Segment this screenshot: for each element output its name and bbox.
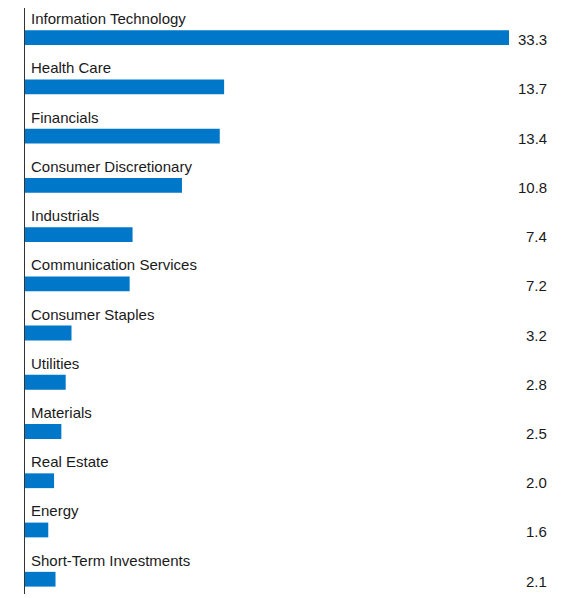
svg-text:2.5: 2.5 [526, 425, 547, 442]
svg-text:Financials: Financials [31, 109, 99, 126]
svg-text:33.3: 33.3 [518, 31, 547, 48]
svg-text:3.2: 3.2 [526, 327, 547, 344]
svg-text:Consumer Discretionary: Consumer Discretionary [31, 158, 192, 175]
svg-text:Real Estate: Real Estate [31, 453, 109, 470]
svg-text:Communication Services: Communication Services [31, 256, 197, 273]
svg-text:Consumer Staples: Consumer Staples [31, 306, 154, 323]
svg-text:Short-Term Investments: Short-Term Investments [31, 552, 190, 569]
svg-text:Utilities: Utilities [31, 355, 79, 372]
svg-text:13.4: 13.4 [518, 130, 547, 147]
svg-text:Energy: Energy [31, 502, 79, 519]
svg-text:Information Technology: Information Technology [31, 10, 186, 27]
svg-text:Industrials: Industrials [31, 207, 99, 224]
svg-text:Materials: Materials [31, 404, 92, 421]
svg-text:2.0: 2.0 [526, 474, 547, 491]
svg-text:2.1: 2.1 [526, 573, 547, 590]
svg-text:Health Care: Health Care [31, 59, 111, 76]
svg-text:7.2: 7.2 [526, 277, 547, 294]
svg-text:10.8: 10.8 [518, 179, 547, 196]
svg-text:13.7: 13.7 [518, 80, 547, 97]
svg-text:1.6: 1.6 [526, 523, 547, 540]
svg-text:2.8: 2.8 [526, 376, 547, 393]
svg-text:7.4: 7.4 [526, 228, 547, 245]
